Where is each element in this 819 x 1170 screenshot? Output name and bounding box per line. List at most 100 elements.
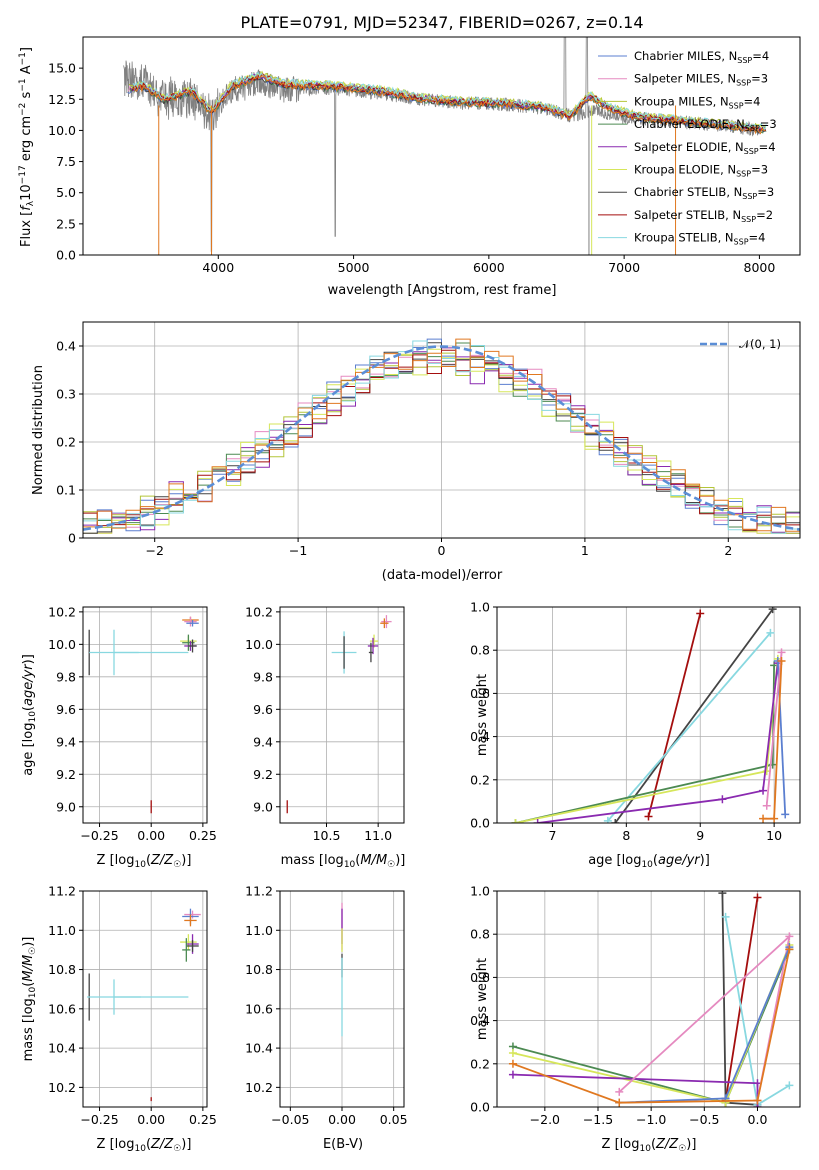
mass-weight-marker — [721, 912, 730, 921]
axes-frame — [82, 890, 208, 1108]
weight-vs-age-ylabel: mass weight — [475, 674, 490, 756]
mass-weight-marker — [508, 1059, 517, 1068]
x-tick-label: 10.5 — [313, 828, 341, 843]
y-tick-label: 9.8 — [253, 669, 273, 684]
y-tick-label: 10.0 — [48, 123, 76, 138]
legend-label-name: Salpeter ELODIE, N — [634, 140, 744, 154]
y-tick-label: 9.0 — [253, 799, 273, 814]
y-tick-label: 0.3 — [56, 387, 76, 402]
y-tick-label: 10.6 — [245, 1001, 273, 1016]
mass-weight-marker — [785, 932, 794, 941]
residual-xlabel: (data-model)/error — [382, 568, 503, 583]
y-tick-label: 0.8 — [470, 643, 490, 658]
axes-frame — [496, 890, 801, 1108]
x-tick-label: −0.25 — [80, 1112, 118, 1127]
axes-frame — [82, 36, 801, 256]
mass-weight-marker — [615, 1087, 624, 1096]
spectrum-panel: 4000 5000 6000 7000 8000 0.0 2.5 5.0 7.5 10.0 12.5… — [18, 13, 801, 298]
mass-weight-marker — [603, 816, 612, 823]
plot-area — [123, 37, 767, 255]
y-tick-label: 10.4 — [48, 1041, 76, 1056]
residual-ylabel: Normed distribution — [31, 365, 46, 495]
mass-weight-line — [647, 613, 702, 817]
y-tick-label: 10.4 — [245, 1041, 273, 1056]
legend-label-name: Salpeter MILES, N — [634, 72, 736, 86]
mass-weight-line — [512, 949, 791, 1104]
y-tick-label: 10.0 — [48, 637, 76, 652]
legend-label: Salpeter ELODIE, NSSP=4 — [634, 140, 776, 156]
x-tick-label: 8 — [622, 828, 630, 843]
mass-weight-marker — [785, 945, 794, 954]
mass-vs-z-panel: −0.25 0.00 0.25 10.2 10.4 10.6 10.8 11.0 11.2 — [48, 884, 217, 1128]
legend-label: Salpeter STELIB, NSSP=2 — [634, 208, 773, 224]
mass-weight-marker — [753, 893, 762, 902]
mass-weight-marker — [777, 657, 786, 665]
legend-label-tail: =4 — [752, 49, 769, 63]
mass-weight-marker — [766, 628, 775, 637]
y-tick-label: 10.2 — [245, 604, 273, 619]
y-tick-label: 0.0 — [470, 1100, 490, 1115]
mass-weight-line — [537, 663, 779, 823]
tick-group: 4000 5000 6000 7000 8000 0.0 2.5 5.0 7.5 10.0 12.5… — [48, 61, 775, 275]
legend-label-sub: SSP — [744, 147, 759, 156]
x-tick-label: 4000 — [202, 260, 234, 275]
tick-group: −2 −1 0 1 2 0 0.1 0.2 0.3 0.4 — [56, 339, 732, 559]
x-tick-label: 8000 — [744, 260, 776, 275]
spectrum-plot: 4000 5000 6000 7000 8000 0.0 2.5 5.0 7.5 10.0 12.5… — [48, 36, 801, 275]
age-vs-z-xlabel: Z [log10(Z/Z☉)] — [97, 853, 192, 870]
spectrum-xlabel: wavelength [Angstrom, rest frame] — [328, 283, 557, 298]
legend-label: Chabrier MILES, NSSP=4 — [634, 49, 769, 65]
mass-vs-ebv-panel: −0.05 0.00 0.05 10.2 10.4 10.6 10.8 11.0 11.2 — [245, 884, 407, 1128]
y-tick-label: 0.0 — [56, 248, 76, 263]
axes-frame — [279, 606, 405, 824]
residual-panel: −2 −1 0 1 200.10.20.30.4 (data-model)/error … — [31, 321, 801, 583]
legend-label-tail: =4 — [759, 140, 776, 154]
mass-weight-marker — [508, 1070, 517, 1079]
y-tick-label: 9.4 — [253, 734, 273, 749]
x-tick-label: −0.05 — [271, 1112, 309, 1127]
tick-group: 7 8 9 10 0.0 0.2 0.4 0.6 0.8 1.0 — [470, 600, 782, 844]
y-tick-label: 1.0 — [470, 884, 490, 899]
legend-label: Chabrier ELODIE, NSSP=3 — [634, 117, 777, 133]
y-tick-label: 0.0 — [470, 816, 490, 831]
y-tick-label: 0.2 — [56, 435, 76, 450]
y-tick-label: 10.2 — [245, 1080, 273, 1095]
y-tick-label: 1.0 — [470, 600, 490, 615]
residual-legend: 𝒩(0, 1) — [700, 337, 781, 351]
x-tick-label: 7000 — [608, 260, 640, 275]
y-tick-label: 0.6 — [470, 970, 490, 985]
mass-weight-marker — [785, 1081, 794, 1090]
y-tick-label: 9.6 — [56, 702, 76, 717]
y-tick-label: 2.5 — [56, 216, 76, 231]
mass-weight-line — [614, 608, 774, 823]
x-tick-label: 0 — [438, 543, 446, 558]
legend-label-name: Chabrier MILES, N — [634, 49, 737, 63]
x-tick-label: 7 — [548, 828, 556, 843]
weight-vs-age-xlabel: age [log10(age/yr)] — [588, 853, 710, 870]
plot-area — [87, 908, 201, 1102]
mass-weight-marker — [696, 609, 705, 618]
legend-label-tail: =3 — [760, 117, 777, 131]
legend-label-tail: =4 — [744, 94, 761, 108]
residual-plot: −2 −1 0 1 2 0 0.1 0.2 0.3 0.4 — [56, 321, 801, 559]
legend-label-tail: =4 — [749, 231, 766, 245]
y-tick-label: 9.8 — [56, 669, 76, 684]
legend-label-name: Chabrier ELODIE, N — [634, 117, 745, 131]
model-spectrum — [133, 75, 766, 135]
y-tick-label: 11.0 — [245, 923, 273, 938]
weight-vs-age-panel: 7 8 9 10 0.0 0.2 0.4 0.6 0.8 1.0 — [470, 600, 801, 844]
y-tick-label: 10.0 — [245, 637, 273, 652]
mass-vs-z-ylabel: mass [log10(M/M☉)] — [21, 937, 38, 1062]
tick-group: −0.05 0.00 0.05 10.2 10.4 10.6 10.8 11.0 11.2 — [245, 884, 407, 1128]
legend-label-sub: SSP — [734, 238, 749, 247]
mass-weight-line — [724, 897, 759, 1101]
x-tick-label: −0.25 — [80, 828, 118, 843]
legend-label-sub: SSP — [736, 79, 751, 88]
legend-label-tail: =3 — [751, 72, 768, 86]
legend-label: Kroupa ELODIE, NSSP=3 — [634, 163, 768, 179]
tick-group: −0.25 0.00 0.25 9.0 9.2 9.4 9.6 9.8 10.0 10.2 — [48, 604, 217, 843]
mass-weight-marker — [511, 819, 520, 823]
x-tick-label: 5000 — [338, 260, 370, 275]
y-tick-label: 11.2 — [48, 884, 76, 899]
mass-weight-marker — [533, 819, 542, 823]
